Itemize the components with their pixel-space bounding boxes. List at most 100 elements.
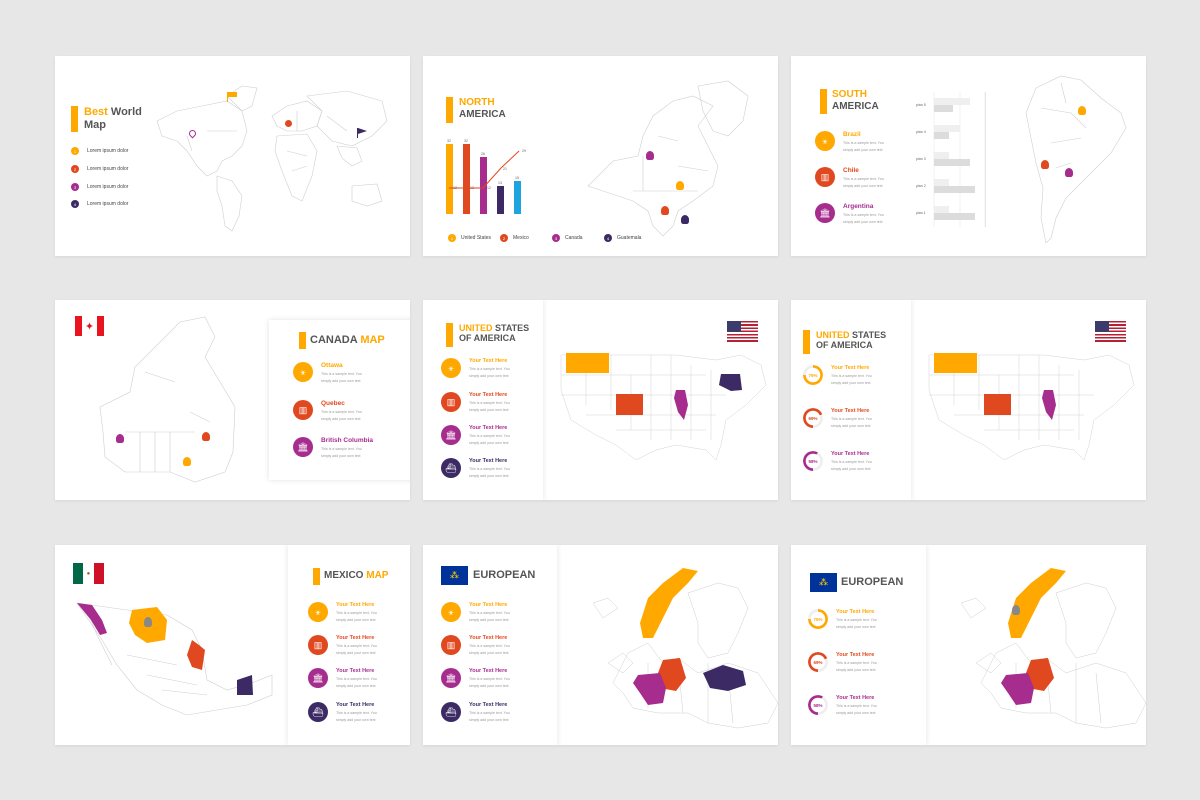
slide-usa-icons[interactable]: UNITED STATES OF AMERICA ⚹ Your Text Her… <box>423 300 778 500</box>
progress-label: 58% <box>808 458 818 464</box>
bank-icon: 🏛 <box>441 668 461 688</box>
progress-ring <box>808 609 828 629</box>
left-panel: UNITED STATES OF AMERICA ⚹ Your Text Her… <box>423 300 543 500</box>
usa-map <box>556 350 771 465</box>
factory-icon: ▥ <box>441 392 461 412</box>
left-panel: ⁂ EUROPEAN ⚹ Your Text Here This is a sa… <box>423 545 557 745</box>
number-badge: 3 <box>71 183 79 191</box>
slide-title: UNITED STATES OF AMERICA <box>816 330 887 351</box>
number-badge: 2 <box>71 165 79 173</box>
svg-text:12: 12 <box>487 186 491 190</box>
canada-map <box>95 312 240 487</box>
svg-text:29: 29 <box>522 149 526 153</box>
pushpin-marker-icon <box>661 206 669 215</box>
wind-turbine-icon: ⚹ <box>308 602 328 622</box>
slide-mexico[interactable]: ● MEXICO MAP ⚹ Your Text Here This is a … <box>55 545 410 745</box>
slide-north-america[interactable]: NORTH AMERICA 32 32 26 13 15 12 12 12 21 29 1 … <box>423 56 778 256</box>
svg-text:plan 2: plan 2 <box>916 184 926 188</box>
factory-icon: ▥ <box>815 167 835 187</box>
world-map <box>147 76 397 236</box>
slide-title: SOUTH AMERICA <box>832 89 879 112</box>
flag-marker-icon <box>358 128 367 134</box>
title-accent-bar <box>299 332 306 349</box>
number-badge: 4 <box>604 234 612 242</box>
slide-south-america[interactable]: SOUTH AMERICA ⚹ Brazil This is a sample … <box>791 56 1146 256</box>
progress-label: 58% <box>813 702 823 708</box>
usa-flag <box>727 321 758 342</box>
svg-text:32: 32 <box>464 139 468 143</box>
title-accent-bar <box>803 330 810 354</box>
north-america-map <box>578 76 768 241</box>
ship-icon: ⛴ <box>441 458 461 478</box>
usa-flag <box>1095 321 1126 342</box>
mexico-flag: ● <box>73 563 104 584</box>
svg-text:12: 12 <box>470 186 474 190</box>
slide-canada[interactable]: ✦ CANADA MAP ⚹ Ottawa This is a sample t… <box>55 300 410 500</box>
info-item: ⛴ Your Text Here This is a sample text. … <box>441 702 519 724</box>
title-accent-bar <box>446 323 453 347</box>
info-item: ▥ Your Text Here This is a sample text. … <box>441 392 519 414</box>
info-item: ⚹ Your Text Here This is a sample text. … <box>441 602 519 624</box>
europe-map <box>956 563 1146 733</box>
flag-marker-icon <box>357 128 358 138</box>
bank-icon: 🏛 <box>441 425 461 445</box>
ship-icon: ⛴ <box>441 702 461 722</box>
pushpin-marker-icon <box>676 181 684 190</box>
legend-item: 3 Canada <box>552 234 583 242</box>
info-item: ▥ Your Text Here This is a sample text. … <box>308 635 386 657</box>
pushpin-marker-icon <box>285 120 292 127</box>
svg-text:32: 32 <box>447 139 451 143</box>
info-item-chile: ▥ Chile This is a sample text. You simply… <box>815 167 893 190</box>
progress-ring <box>808 695 828 715</box>
title-accent-bar <box>820 89 827 114</box>
info-item-brazil: ⚹ Brazil This is a sample text. You simpl… <box>815 131 893 154</box>
progress-label: 69% <box>808 415 818 421</box>
title-accent-bar <box>71 106 78 132</box>
legend-item: 4 Lorem ipsum dolor <box>71 200 128 208</box>
legend-item: 3 Lorem ipsum dolor <box>71 183 128 191</box>
progress-item: 69% Your Text Here This is a sample text… <box>808 652 886 674</box>
svg-text:12: 12 <box>453 186 457 190</box>
left-panel: UNITED STATES OF AMERICA 75% Your Text H… <box>791 300 911 500</box>
slide-europe-progress[interactable]: ⁂ EUROPEAN 75% Your Text Here This is a … <box>791 545 1146 745</box>
slide-usa-progress[interactable]: UNITED STATES OF AMERICA 75% Your Text H… <box>791 300 1146 500</box>
number-badge: 3 <box>552 234 560 242</box>
info-item: 🏛 Your Text Here This is a sample text. … <box>308 668 386 690</box>
legend-item: 4 Guatemala <box>604 234 641 242</box>
number-badge: 2 <box>500 234 508 242</box>
progress-ring <box>803 408 823 428</box>
ship-icon: ⛴ <box>308 702 328 722</box>
progress-ring <box>808 652 828 672</box>
info-item: ▥ Your Text Here This is a sample text. … <box>441 635 519 657</box>
pushpin-marker-icon <box>1065 168 1073 177</box>
svg-text:plan 1: plan 1 <box>916 211 926 215</box>
bank-icon: 🏛 <box>293 437 313 457</box>
right-panel: MEXICO MAP ⚹ Your Text Here This is a sa… <box>288 545 410 745</box>
slide-title: EUROPEAN <box>473 569 536 581</box>
pushpin-marker-icon <box>646 151 654 160</box>
pushpin-marker-icon <box>202 432 210 441</box>
factory-icon: ▥ <box>293 400 313 420</box>
wind-turbine-icon: ⚹ <box>293 362 313 382</box>
info-item: ⚹ Your Text Here This is a sample text. … <box>441 358 519 380</box>
info-item: ⚹ Your Text Here This is a sample text. … <box>308 602 386 624</box>
slide-title: CANADA MAP <box>310 334 385 346</box>
svg-text:plan 5: plan 5 <box>916 103 926 107</box>
pushpin-marker-icon <box>144 617 152 627</box>
slide-world-map[interactable]: Best World Map 1 Lorem ipsum dolor 2 Lor… <box>55 56 410 256</box>
svg-text:26: 26 <box>481 152 485 156</box>
factory-icon: ▥ <box>308 635 328 655</box>
progress-item: 75% Your Text Here This is a sample text… <box>803 365 881 387</box>
title-accent-bar <box>446 97 453 123</box>
slide-europe-icons[interactable]: ⁂ EUROPEAN ⚹ Your Text Here This is a sa… <box>423 545 778 745</box>
pushpin-marker-icon <box>1041 160 1049 169</box>
number-badge: 4 <box>71 200 79 208</box>
bar-line-chart: 32 32 26 13 15 12 12 12 21 29 <box>443 136 533 216</box>
slide-title: MEXICO MAP <box>324 570 389 581</box>
info-item-argentina: 🏛 Argentina This is a sample text. You si… <box>815 203 893 226</box>
canada-flag: ✦ <box>75 316 104 336</box>
pushpin-marker-icon <box>1012 605 1020 615</box>
wind-turbine-icon: ⚹ <box>441 358 461 378</box>
slide-title: NORTH AMERICA <box>459 97 506 120</box>
info-card: CANADA MAP ⚹ Ottawa This is a sample tex… <box>269 320 410 480</box>
